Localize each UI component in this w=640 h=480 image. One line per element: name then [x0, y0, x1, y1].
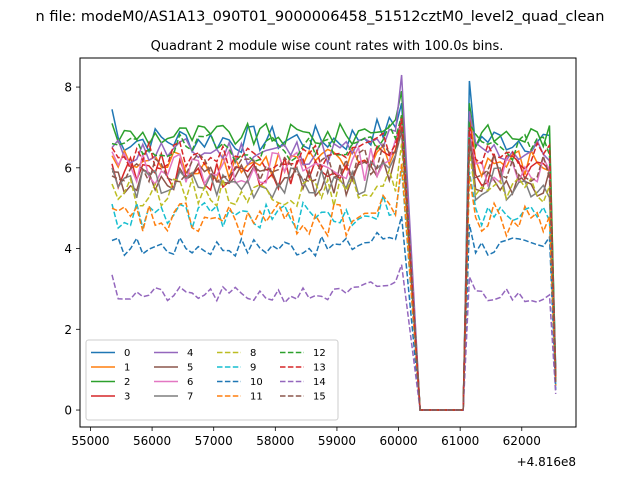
x-tick-label: 62000 [503, 434, 541, 448]
series-line-10 [111, 216, 557, 411]
legend-label-1: 1 [124, 363, 130, 374]
x-tick-label: 55000 [71, 434, 109, 448]
x-tick-label: 59000 [318, 434, 356, 448]
x-tick-label: 60000 [379, 434, 417, 448]
legend-box [85, 339, 339, 421]
y-axis: 0 2 4 6 8 [64, 81, 80, 418]
legend-label-8: 8 [250, 348, 256, 359]
legend-label-15: 15 [313, 392, 326, 403]
legend-label-5: 5 [187, 363, 193, 374]
series-line-15 [111, 131, 557, 411]
series-line-1 [111, 115, 557, 411]
legend-label-9: 9 [250, 363, 256, 374]
legend-label-7: 7 [187, 392, 193, 403]
series-line-3 [111, 115, 557, 411]
x-axis: 55000 56000 57000 58000 59000 60000 61000 62000 [71, 427, 541, 448]
x-offset-label: +4.816e8 [517, 455, 576, 469]
series-line-2 [111, 90, 557, 411]
series-line-8 [111, 143, 557, 411]
y-tick-label: 2 [64, 323, 72, 337]
legend-label-14: 14 [313, 377, 326, 388]
legend-label-2: 2 [124, 377, 130, 388]
y-tick-label: 4 [64, 242, 72, 256]
y-tick-label: 6 [64, 161, 72, 175]
series-line-9 [111, 167, 557, 411]
plot-lines [111, 74, 557, 411]
series-line-0 [111, 80, 557, 411]
series-line-13 [111, 119, 557, 411]
series-line-7 [111, 131, 557, 411]
figure-suptitle: n file: modeM0/AS1A13_090T01_9000006458_… [36, 9, 605, 25]
chart-title: Quadrant 2 module wise count rates with … [151, 39, 504, 54]
legend-label-10: 10 [250, 377, 263, 388]
x-tick-label: 56000 [133, 434, 171, 448]
legend-label-6: 6 [187, 377, 193, 388]
x-tick-label: 61000 [441, 434, 479, 448]
legend-label-0: 0 [124, 348, 130, 359]
series-line-14 [111, 264, 557, 411]
series-line-12 [111, 115, 557, 411]
series-line-11 [111, 163, 557, 411]
legend-label-4: 4 [187, 348, 193, 359]
legend-label-11: 11 [250, 392, 263, 403]
axes-frame [79, 57, 577, 428]
y-tick-label: 0 [64, 404, 72, 418]
x-tick-label: 57000 [195, 434, 233, 448]
legend-label-3: 3 [124, 392, 130, 403]
x-tick-label: 58000 [256, 434, 294, 448]
legend-label-12: 12 [313, 348, 326, 359]
y-tick-label: 8 [64, 81, 72, 95]
legend-label-13: 13 [313, 363, 326, 374]
